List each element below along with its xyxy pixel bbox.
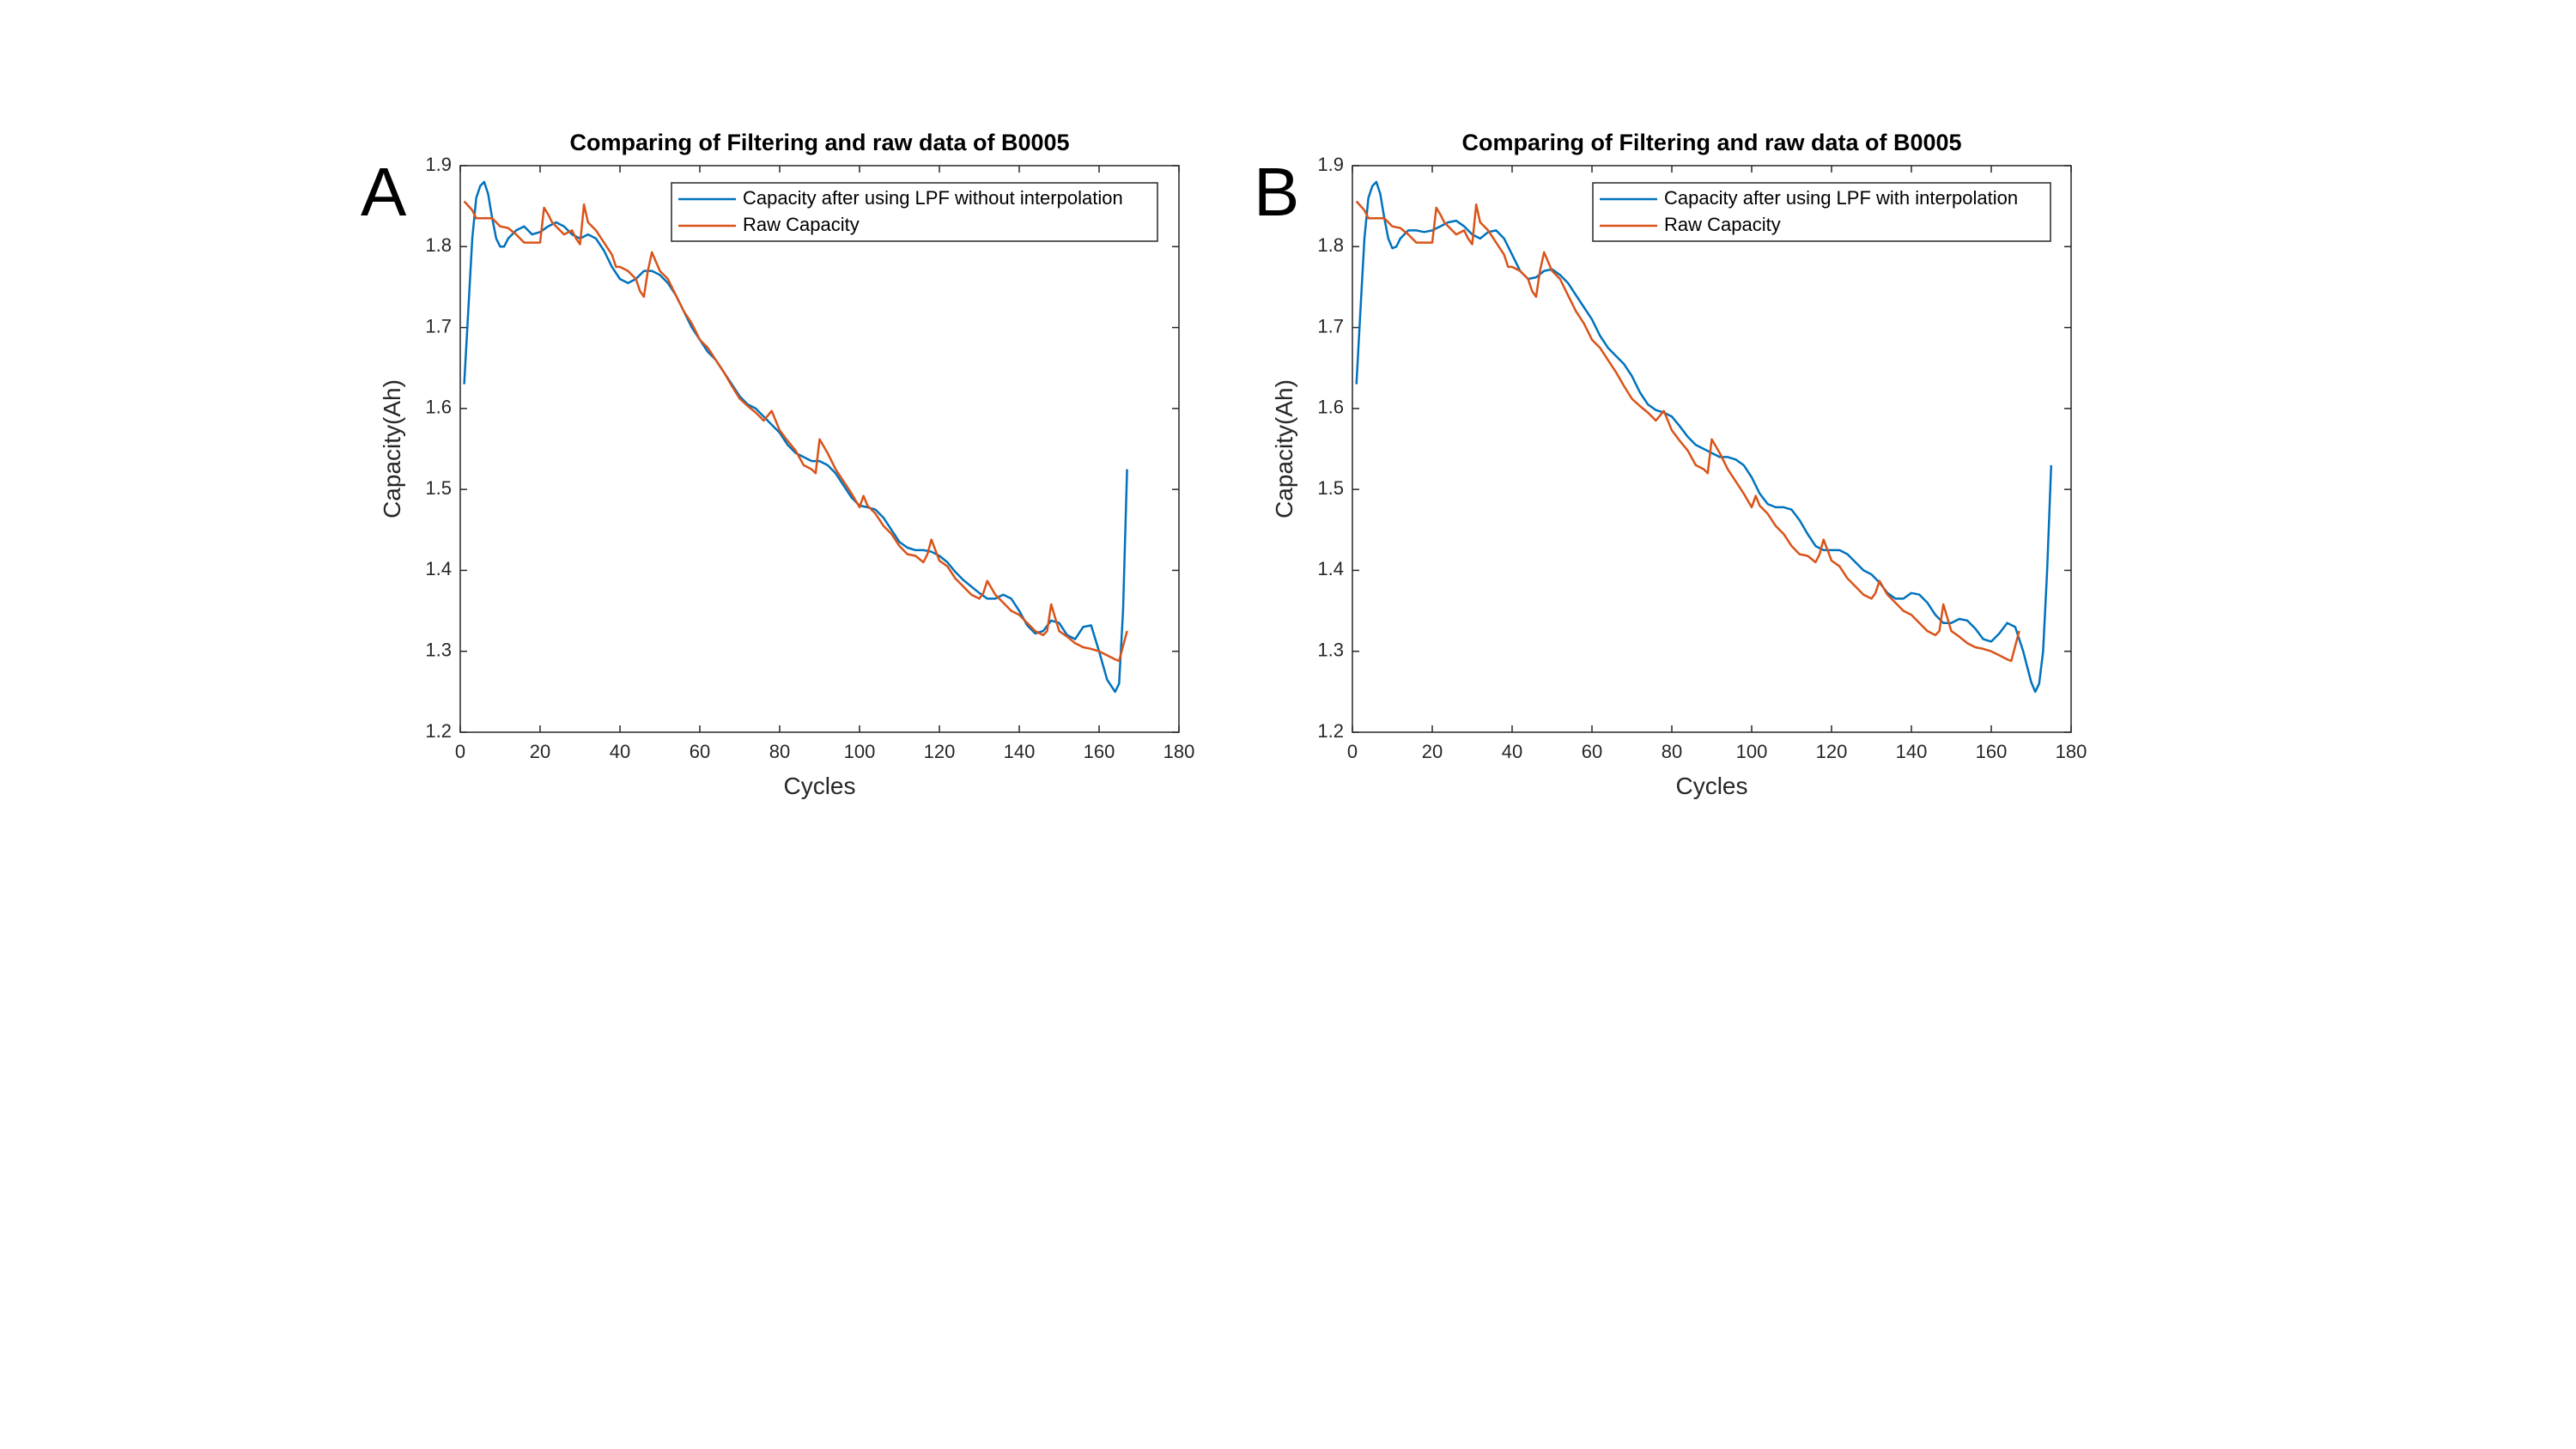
y-tick-label: 1.9 — [1317, 154, 1344, 175]
x-tick-label: 100 — [844, 741, 876, 762]
x-tick-label: 80 — [769, 741, 790, 762]
y-tick-label: 1.6 — [425, 397, 452, 418]
y-tick-label: 1.3 — [425, 640, 452, 661]
legend-entry: Raw Capacity — [743, 214, 860, 235]
x-tick-label: 40 — [610, 741, 630, 762]
y-tick-label: 1.4 — [425, 558, 452, 579]
y-tick-label: 1.2 — [1317, 720, 1344, 742]
series-line-raw — [463, 200, 1128, 663]
y-tick-label: 1.4 — [1317, 558, 1344, 579]
x-tick-label: 120 — [924, 741, 956, 762]
y-tick-label: 1.7 — [1317, 315, 1344, 336]
series-line-filtered — [463, 180, 1128, 694]
y-tick-label: 1.9 — [425, 154, 452, 175]
x-tick-label: 60 — [1582, 741, 1602, 762]
y-tick-label: 1.8 — [1317, 234, 1344, 256]
chart-title: Comparing of Filtering and raw data of B… — [569, 130, 1069, 155]
y-tick-label: 1.6 — [1317, 397, 1344, 418]
x-tick-label: 20 — [530, 741, 550, 762]
plot-area — [459, 165, 1180, 733]
panel-b: B Comparing of Filtering and raw data of … — [1254, 130, 2087, 799]
plot-area — [1352, 165, 2072, 733]
x-tick-label: 40 — [1502, 741, 1522, 762]
y-tick-label: 1.7 — [425, 315, 452, 336]
series-line-raw — [1355, 200, 2020, 663]
y-axis-label: Capacity(Ah) — [379, 379, 405, 518]
x-tick-label: 140 — [1004, 741, 1036, 762]
y-tick-label: 1.5 — [1317, 477, 1344, 499]
series-line-filtered — [1355, 180, 2053, 694]
legend-box — [671, 182, 1158, 242]
x-axis-label: Cycles — [783, 773, 855, 799]
x-tick-label: 120 — [1816, 741, 1848, 762]
y-axis-label: Capacity(Ah) — [1271, 379, 1297, 518]
x-tick-label: 180 — [1163, 741, 1195, 762]
y-tick-label: 1.5 — [425, 477, 452, 499]
x-tick-label: 140 — [1896, 741, 1928, 762]
chart-title: Comparing of Filtering and raw data of B… — [1461, 130, 1961, 155]
x-tick-label: 160 — [1976, 741, 2008, 762]
legend-box — [1592, 182, 2051, 242]
panel-a: A Comparing of Filtering and raw data of … — [361, 130, 1194, 799]
x-tick-label: 60 — [690, 741, 710, 762]
legend-entry: Capacity after using LPF with interpolat… — [1664, 187, 2018, 209]
panel-label: B — [1254, 154, 1299, 230]
y-tick-label: 1.3 — [1317, 640, 1344, 661]
x-tick-label: 20 — [1422, 741, 1443, 762]
panel-label: A — [361, 154, 407, 230]
y-tick-label: 1.8 — [425, 234, 452, 256]
x-tick-label: 0 — [455, 741, 465, 762]
x-tick-label: 160 — [1084, 741, 1115, 762]
x-tick-label: 80 — [1662, 741, 1682, 762]
legend-entry: Capacity after using LPF without interpo… — [743, 187, 1123, 209]
x-axis-label: Cycles — [1675, 773, 1747, 799]
x-tick-label: 180 — [2056, 741, 2087, 762]
x-tick-label: 100 — [1736, 741, 1768, 762]
x-tick-label: 0 — [1347, 741, 1358, 762]
legend-entry: Raw Capacity — [1664, 214, 1781, 235]
y-tick-label: 1.2 — [425, 720, 452, 742]
